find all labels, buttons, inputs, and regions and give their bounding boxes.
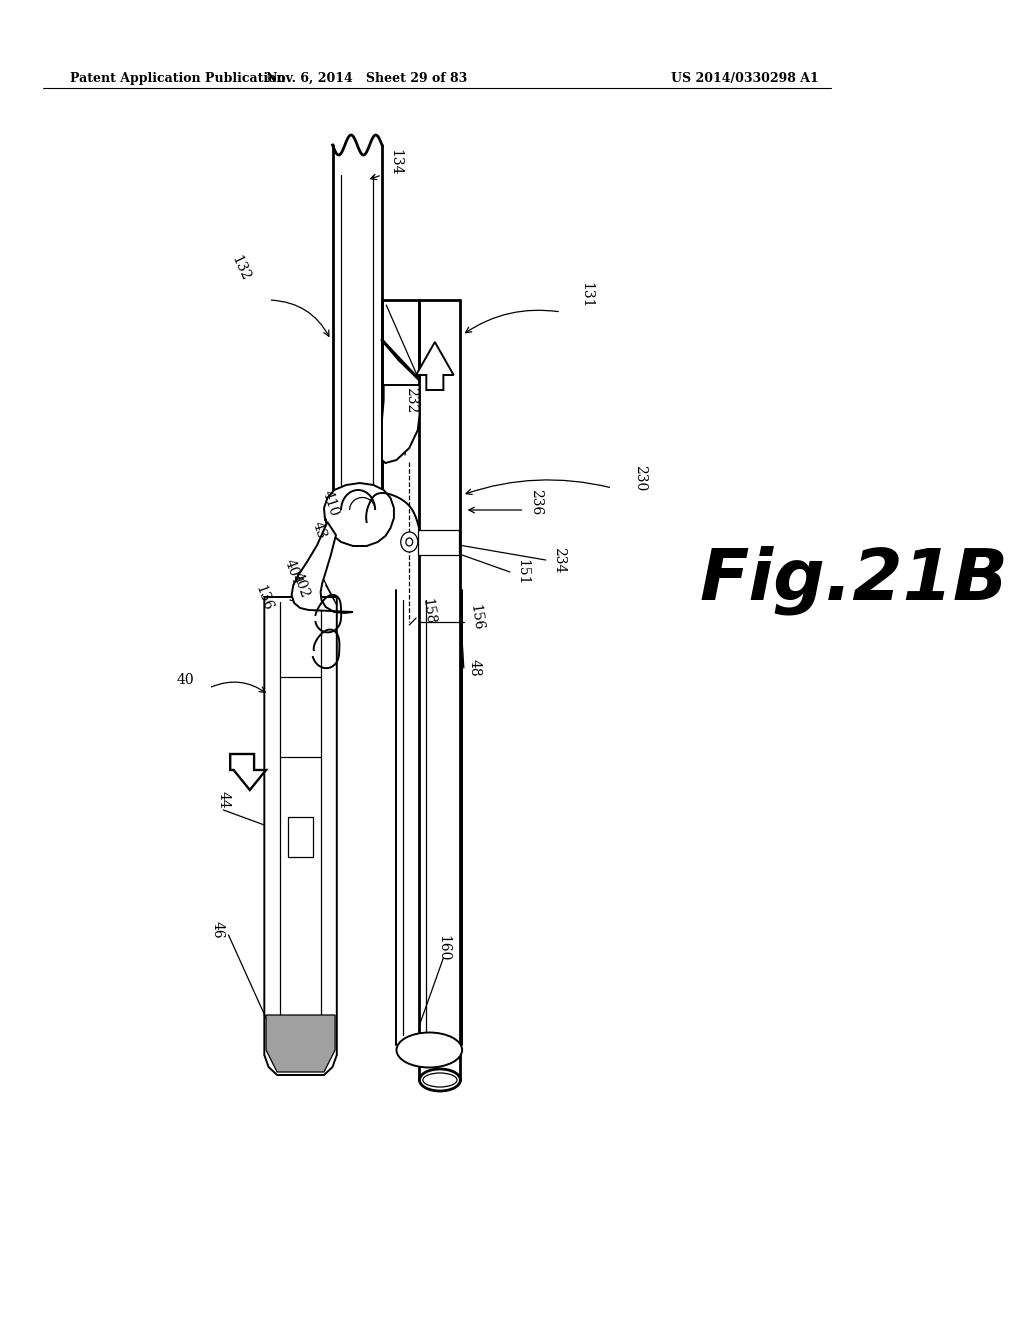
Text: 132: 132 [228, 253, 252, 282]
Polygon shape [324, 483, 394, 546]
Text: 131: 131 [580, 281, 594, 309]
Ellipse shape [396, 1032, 462, 1068]
Text: 46: 46 [210, 921, 224, 939]
Polygon shape [418, 531, 459, 554]
Text: 234: 234 [553, 546, 566, 573]
Text: 232: 232 [404, 387, 418, 413]
Text: 136: 136 [252, 583, 274, 612]
Text: 230: 230 [633, 465, 647, 491]
Circle shape [400, 532, 418, 552]
Text: US 2014/0330298 A1: US 2014/0330298 A1 [671, 73, 818, 84]
Polygon shape [266, 1015, 335, 1072]
Text: 158: 158 [420, 598, 437, 626]
Text: 134: 134 [388, 149, 402, 176]
Polygon shape [292, 521, 353, 612]
Text: 156: 156 [467, 605, 484, 632]
Text: 402: 402 [290, 570, 312, 599]
Text: 151: 151 [515, 558, 529, 585]
Ellipse shape [420, 1069, 461, 1092]
Text: 44: 44 [216, 791, 230, 809]
Text: 236: 236 [528, 488, 543, 515]
Polygon shape [264, 597, 337, 1074]
Text: 48: 48 [467, 659, 481, 677]
Text: 404: 404 [283, 557, 304, 587]
Polygon shape [416, 342, 454, 389]
Text: Fig.21B: Fig.21B [699, 545, 1009, 615]
Text: 410: 410 [319, 488, 341, 517]
Text: 43: 43 [309, 520, 329, 541]
Text: Patent Application Publication: Patent Application Publication [70, 73, 286, 84]
Polygon shape [382, 385, 420, 463]
Text: 160: 160 [436, 935, 451, 961]
Text: Nov. 6, 2014   Sheet 29 of 83: Nov. 6, 2014 Sheet 29 of 83 [266, 73, 467, 84]
Polygon shape [230, 754, 266, 789]
Text: 40: 40 [177, 673, 195, 686]
Circle shape [406, 539, 413, 546]
